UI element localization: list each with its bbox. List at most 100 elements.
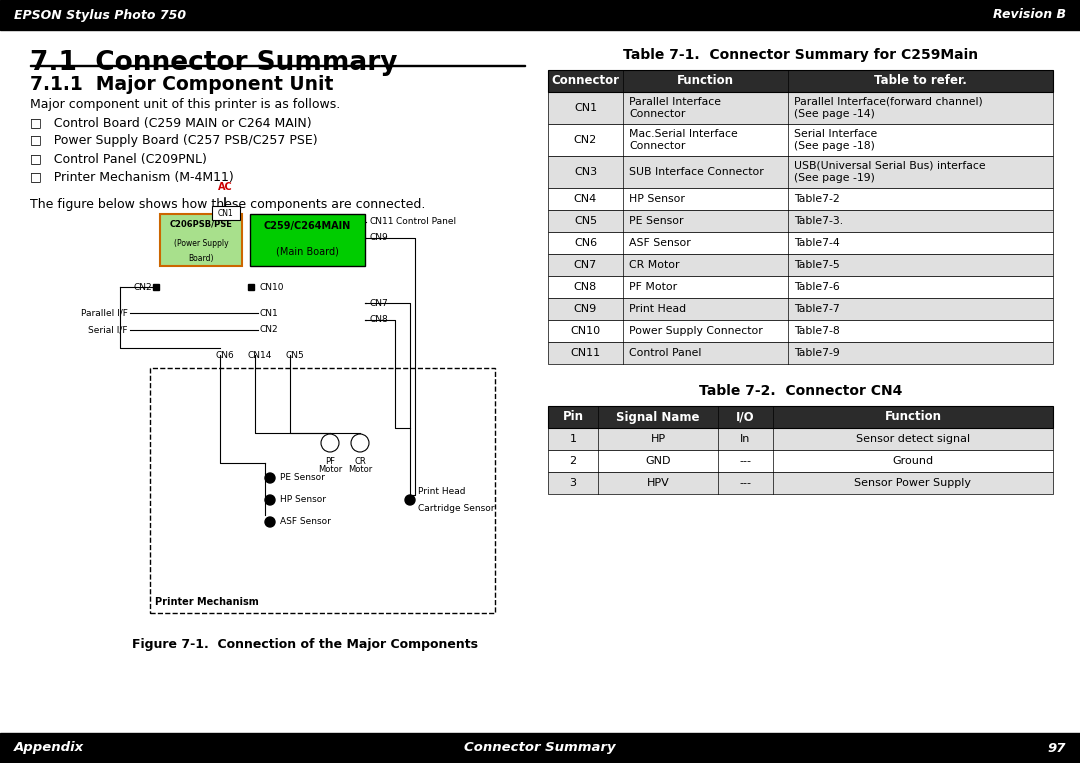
Text: Motor: Motor (348, 465, 373, 474)
Text: Revision B: Revision B (993, 8, 1066, 21)
Text: PE Sensor: PE Sensor (629, 216, 684, 226)
Text: Table7-4: Table7-4 (794, 238, 840, 248)
Text: Table7-5: Table7-5 (794, 260, 840, 270)
Text: Table7-7: Table7-7 (794, 304, 840, 314)
Text: I/O: I/O (737, 410, 755, 423)
Circle shape (265, 473, 275, 483)
Text: EPSON Stylus Photo 750: EPSON Stylus Photo 750 (14, 8, 186, 21)
Text: Table 7-2.  Connector CN4: Table 7-2. Connector CN4 (699, 384, 902, 398)
Text: CN10: CN10 (260, 282, 284, 291)
Text: CN5: CN5 (573, 216, 597, 226)
Bar (212, 206, 240, 220)
Text: HP Sensor: HP Sensor (629, 194, 685, 204)
Text: HP: HP (650, 434, 665, 444)
Bar (548, 276, 1053, 298)
Text: CN11: CN11 (570, 348, 600, 358)
Bar (548, 428, 1053, 450)
Text: ASF Sensor: ASF Sensor (280, 517, 330, 526)
Bar (548, 472, 1053, 494)
Bar (248, 284, 254, 290)
Text: Major component unit of this printer is as follows.: Major component unit of this printer is … (30, 98, 340, 111)
Text: CN1: CN1 (573, 103, 597, 113)
Bar (548, 342, 1053, 364)
Text: CN14: CN14 (248, 350, 272, 359)
Text: Function: Function (677, 75, 734, 88)
Bar (548, 320, 1053, 342)
Text: Figure 7-1.  Connection of the Major Components: Figure 7-1. Connection of the Major Comp… (132, 638, 478, 651)
Text: CN2: CN2 (260, 326, 279, 334)
Text: Connector: Connector (552, 75, 620, 88)
Text: Board): Board) (188, 253, 214, 262)
Text: PE Sensor: PE Sensor (280, 474, 325, 482)
Text: CN7: CN7 (573, 260, 597, 270)
Text: C259/C264MAIN: C259/C264MAIN (264, 221, 351, 231)
Text: CN2: CN2 (573, 135, 597, 145)
Text: (Power Supply: (Power Supply (174, 240, 228, 249)
Text: PF: PF (325, 457, 335, 466)
Text: (Main Board): (Main Board) (276, 246, 339, 256)
Circle shape (321, 434, 339, 452)
Text: Signal Name: Signal Name (617, 410, 700, 423)
Bar (548, 232, 1053, 254)
Text: CN2: CN2 (133, 282, 152, 291)
Text: CN9: CN9 (573, 304, 597, 314)
Text: Table7-3.: Table7-3. (794, 216, 843, 226)
Text: CN1: CN1 (260, 308, 279, 317)
Text: GND: GND (645, 456, 671, 466)
Bar (249, 214, 365, 266)
Text: Control Panel: Control Panel (629, 348, 701, 358)
Text: CN8: CN8 (573, 282, 597, 292)
Text: SUB Interface Connector: SUB Interface Connector (629, 167, 764, 177)
Text: HPV: HPV (647, 478, 670, 488)
Text: In: In (740, 434, 751, 444)
Text: Table7-2: Table7-2 (794, 194, 840, 204)
Text: 3: 3 (569, 478, 577, 488)
Text: 7.1.1  Major Component Unit: 7.1.1 Major Component Unit (30, 75, 334, 94)
Text: CN8: CN8 (369, 315, 388, 324)
Bar (548, 254, 1053, 276)
Bar (30, 65, 525, 66)
Text: □   Control Panel (C209PNL): □ Control Panel (C209PNL) (30, 152, 207, 165)
Text: Table7-6: Table7-6 (794, 282, 840, 292)
Text: CN1: CN1 (218, 208, 234, 217)
Text: Function: Function (885, 410, 942, 423)
Text: CN7: CN7 (369, 298, 388, 307)
Text: ---: --- (740, 456, 752, 466)
Circle shape (405, 495, 415, 505)
Text: CN9: CN9 (369, 233, 388, 243)
Bar (548, 210, 1053, 232)
Bar (548, 188, 1053, 210)
Bar (0, 733, 1080, 763)
Text: Pin: Pin (563, 410, 583, 423)
Text: CN11: CN11 (369, 217, 393, 227)
Text: CN3: CN3 (573, 167, 597, 177)
Text: 2: 2 (569, 456, 577, 466)
Text: Parallel Interface: Parallel Interface (629, 97, 721, 107)
Text: Table 7-1.  Connector Summary for C259Main: Table 7-1. Connector Summary for C259Mai… (623, 48, 978, 62)
Text: Appendix: Appendix (14, 742, 84, 755)
Circle shape (265, 517, 275, 527)
Text: Power Supply Connector: Power Supply Connector (629, 326, 762, 336)
Text: Print Head: Print Head (418, 487, 465, 496)
Text: Connector: Connector (629, 109, 686, 119)
Text: Table7-9: Table7-9 (794, 348, 840, 358)
Text: CN10: CN10 (570, 326, 600, 336)
Text: Printer Mechanism: Printer Mechanism (156, 597, 259, 607)
Text: CN6: CN6 (573, 238, 597, 248)
Text: 7.1  Connector Summary: 7.1 Connector Summary (30, 50, 397, 76)
Text: Serial I/F: Serial I/F (89, 326, 129, 334)
Text: CN6: CN6 (215, 350, 233, 359)
Bar (548, 156, 1053, 188)
Text: CR: CR (354, 457, 366, 466)
Bar (150, 368, 495, 613)
Text: Cartridge Sensor: Cartridge Sensor (418, 504, 495, 513)
Text: CR Motor: CR Motor (629, 260, 679, 270)
Text: Ground: Ground (892, 456, 933, 466)
Text: The figure below shows how these components are connected.: The figure below shows how these compone… (30, 198, 426, 211)
Bar (548, 450, 1053, 472)
Text: C206PSB/PSE: C206PSB/PSE (170, 220, 232, 228)
Bar (548, 298, 1053, 320)
Bar (548, 406, 1053, 428)
Text: Table to refer.: Table to refer. (874, 75, 967, 88)
Text: □   Power Supply Board (C257 PSB/C257 PSE): □ Power Supply Board (C257 PSB/C257 PSE) (30, 134, 318, 147)
